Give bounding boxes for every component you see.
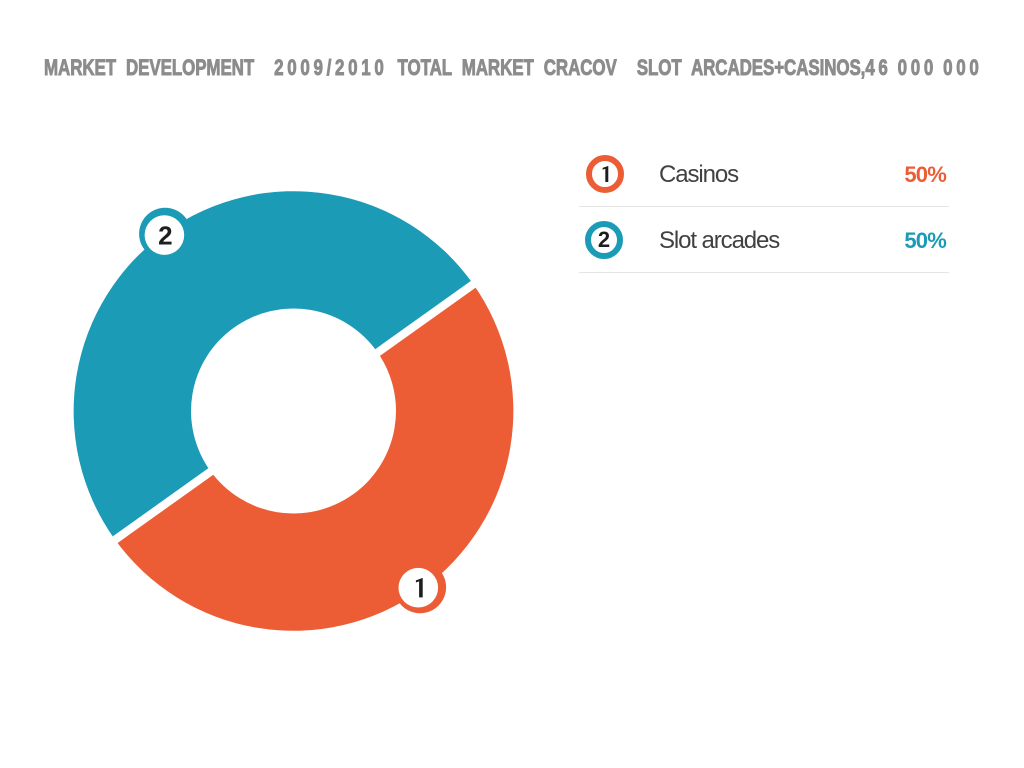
svg-text:2: 2 (158, 221, 172, 251)
